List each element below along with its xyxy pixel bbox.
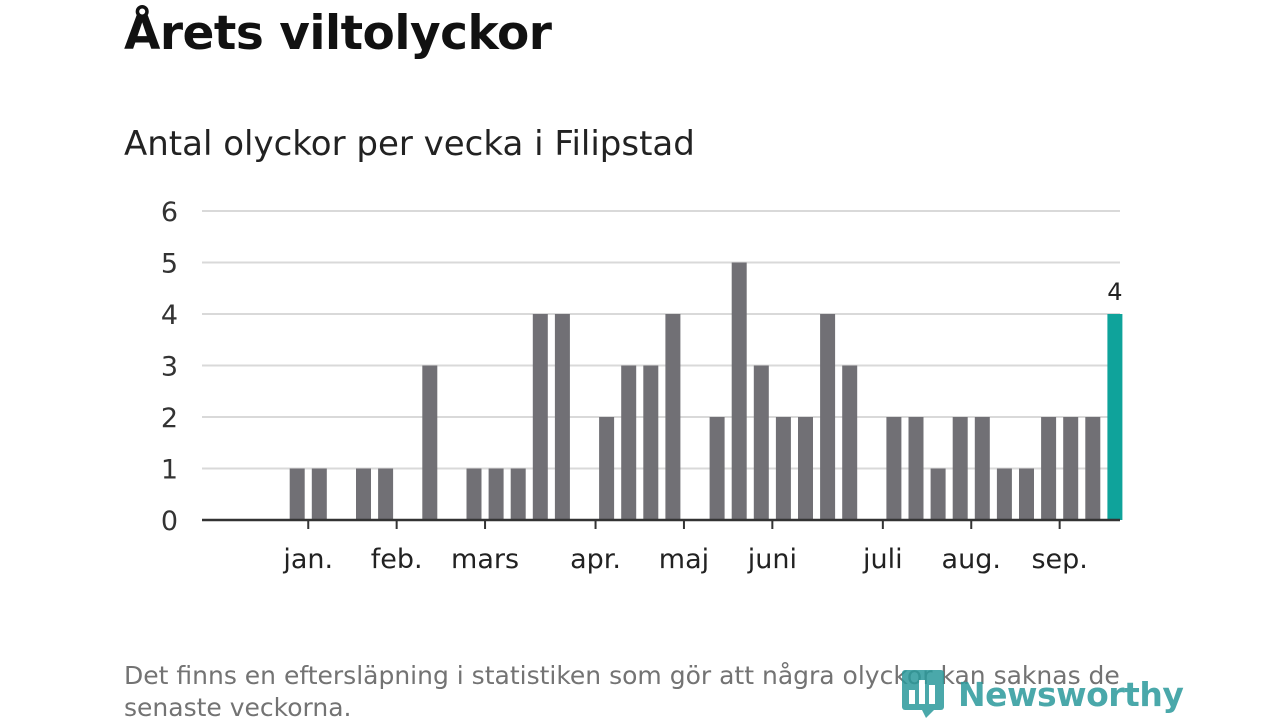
x-tick-label: jan.: [282, 544, 333, 575]
y-tick-label: 5: [161, 249, 178, 280]
x-tick-label: maj: [659, 544, 709, 575]
bar: [974, 417, 990, 520]
bar-highlight: [1107, 314, 1123, 520]
bar: [1085, 417, 1101, 520]
x-tick-label: juni: [747, 544, 797, 575]
y-tick-label: 6: [161, 197, 178, 228]
bar: [466, 468, 482, 520]
bar-chart: 0 1 2 3 4 5 6 4 jan. feb. mars apr. maj juni juli aug. s…: [161, 197, 1123, 575]
newsworthy-logo-icon: [902, 670, 944, 718]
bar: [643, 365, 659, 520]
x-tick-label: apr.: [570, 544, 621, 575]
x-tick-label: feb.: [371, 544, 423, 575]
bar: [798, 417, 813, 520]
bar: [820, 314, 836, 520]
bar: [356, 468, 371, 520]
footnote: Det finns en eftersläpning i statistiken…: [124, 661, 1120, 722]
bar: [709, 417, 725, 520]
bar: [532, 314, 548, 520]
chart-subtitle: Antal olyckor per vecka i Filipstad: [124, 124, 695, 164]
bar: [908, 417, 924, 520]
bar: [510, 468, 526, 520]
bar: [378, 468, 394, 520]
bar: [488, 468, 504, 520]
bar: [731, 262, 747, 520]
bar: [1041, 417, 1057, 520]
bar: [753, 365, 769, 520]
bar: [775, 417, 791, 520]
x-tick-label: juli: [862, 544, 903, 575]
x-tick-label: sep.: [1031, 544, 1087, 575]
bar: [422, 365, 438, 520]
bar: [886, 417, 902, 520]
newsworthy-logo-text: Newsworthy: [958, 674, 1184, 714]
chart-title: Årets viltolyckor: [124, 6, 552, 61]
bar: [996, 468, 1012, 520]
y-tick-label: 2: [161, 403, 178, 434]
y-tick-label: 4: [161, 300, 178, 331]
bar: [665, 314, 681, 520]
bar: [599, 417, 615, 520]
bar: [311, 468, 327, 520]
x-tick-label: mars: [451, 544, 519, 575]
bar: [930, 468, 946, 520]
bar: [842, 365, 858, 520]
bar: [289, 468, 305, 520]
bar: [1063, 417, 1079, 520]
x-tick-label: aug.: [942, 544, 1001, 575]
bar: [952, 417, 968, 520]
y-tick-label: 3: [161, 352, 178, 383]
bar: [621, 365, 637, 520]
data-label: 4: [1107, 278, 1122, 306]
bar: [554, 314, 570, 520]
bar: [1019, 468, 1034, 520]
y-tick-label: 0: [161, 506, 178, 537]
y-tick-label: 1: [161, 455, 178, 486]
newsworthy-logo: Newsworthy: [902, 670, 1184, 718]
